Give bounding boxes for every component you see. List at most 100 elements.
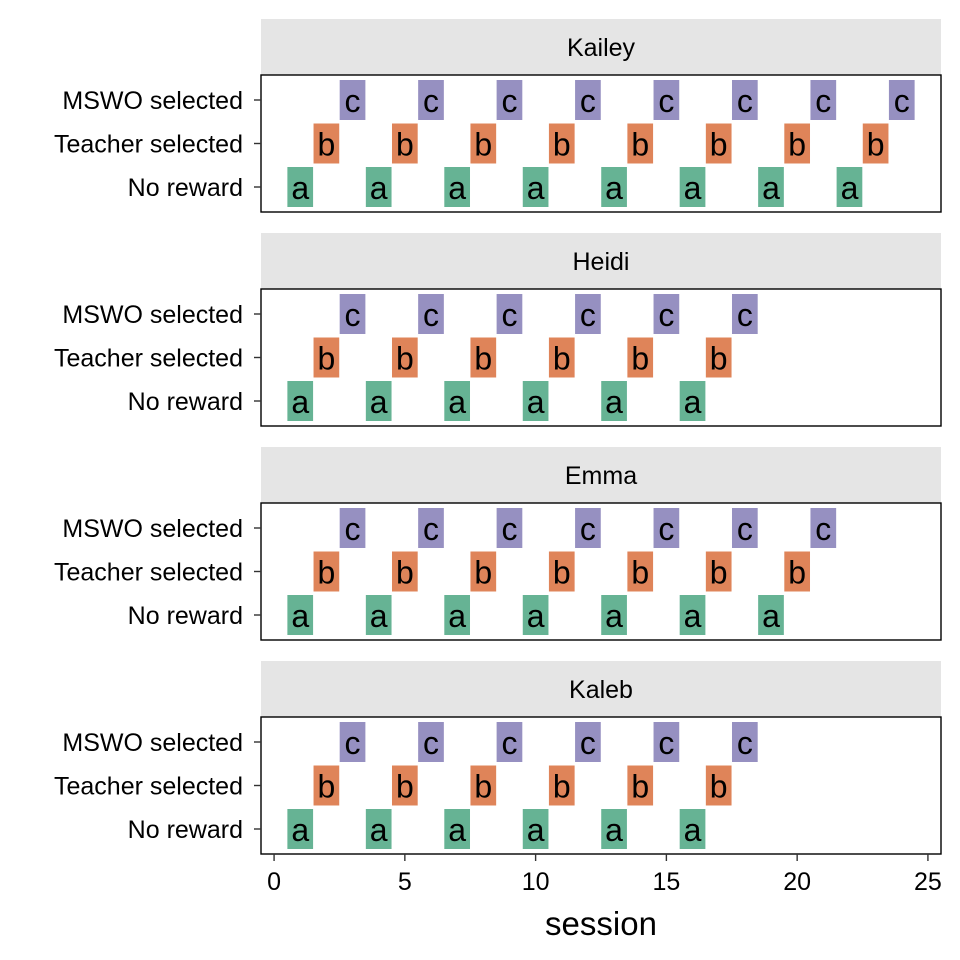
tile-letter: a: [370, 170, 388, 206]
tile-letter: a: [448, 384, 466, 420]
tile-letter: a: [370, 384, 388, 420]
tile-b: [470, 551, 497, 592]
tile-b: [548, 123, 575, 164]
tile-b: [548, 765, 575, 806]
tile-letter: a: [370, 812, 388, 848]
tile-c: [575, 508, 601, 548]
tile-a: [679, 809, 706, 849]
tile-a: [601, 809, 627, 849]
tile-letter: b: [631, 341, 649, 377]
tile-letter: b: [396, 127, 414, 163]
tile-letter: a: [605, 812, 623, 848]
tile-letter: b: [553, 769, 571, 805]
tile-b: [784, 551, 811, 592]
y-tick-label: Teacher selected: [54, 559, 243, 587]
tile-letter: a: [448, 598, 466, 634]
tile-letter: b: [710, 127, 728, 163]
tile-letter: b: [396, 769, 414, 805]
tile-letter: a: [527, 384, 545, 420]
tile-letter: a: [291, 170, 309, 206]
x-axis-title: session: [545, 905, 657, 942]
tile-a: [444, 809, 471, 849]
tile-a: [444, 167, 471, 207]
tile-b: [627, 551, 654, 592]
tile-a: [287, 809, 314, 849]
tile-c: [888, 80, 915, 120]
tile-a: [287, 167, 314, 207]
tile-b: [313, 551, 340, 592]
tile-letter: a: [448, 170, 466, 206]
tile-b: [548, 337, 575, 378]
tile-letter: b: [396, 555, 414, 591]
tile-c: [496, 80, 523, 120]
x-tick-label: 15: [652, 868, 680, 896]
facet-strip: [261, 233, 941, 289]
tile-a: [522, 381, 549, 421]
tile-letter: c: [580, 725, 596, 761]
tile-letter: c: [423, 83, 439, 119]
x-tick-label: 20: [783, 868, 811, 896]
tile-letter: a: [762, 598, 780, 634]
tile-c: [810, 508, 837, 548]
y-tick-label: No reward: [128, 816, 243, 844]
tile-b: [313, 765, 340, 806]
tile-b: [313, 123, 340, 164]
tile-c: [339, 80, 366, 120]
tile-letter: b: [474, 555, 492, 591]
tile-b: [784, 123, 811, 164]
y-tick-label: No reward: [128, 388, 243, 416]
tile-letter: c: [345, 511, 361, 547]
tile-c: [575, 722, 601, 762]
tile-letter: c: [580, 511, 596, 547]
tile-letter: a: [291, 812, 309, 848]
tile-a: [522, 595, 549, 635]
tile-letter: c: [345, 297, 361, 333]
tile-b: [627, 765, 654, 806]
tile-b: [705, 765, 732, 806]
tile-b: [862, 123, 889, 164]
tile-a: [365, 167, 392, 207]
tile-letter: a: [684, 812, 702, 848]
tile-letter: a: [684, 170, 702, 206]
tile-letter: c: [501, 511, 517, 547]
tile-letter: b: [317, 769, 335, 805]
tile-letter: b: [396, 341, 414, 377]
tile-c: [496, 294, 523, 334]
tile-letter: a: [527, 598, 545, 634]
tile-c: [418, 722, 444, 762]
tile-letter: b: [631, 555, 649, 591]
tile-b: [705, 123, 732, 164]
tile-letter: a: [605, 384, 623, 420]
facet-strip: [261, 661, 941, 717]
tile-letter: c: [894, 83, 910, 119]
tile-a: [444, 595, 471, 635]
tile-a: [365, 595, 392, 635]
tile-letter: a: [684, 598, 702, 634]
tile-c: [731, 722, 758, 762]
tile-letter: c: [815, 83, 831, 119]
tile-letter: a: [370, 598, 388, 634]
tile-letter: a: [841, 170, 859, 206]
tile-a: [758, 595, 784, 635]
tile-letter: a: [448, 812, 466, 848]
tile-letter: b: [553, 341, 571, 377]
tile-letter: c: [501, 725, 517, 761]
y-tick-label: No reward: [128, 602, 243, 630]
tile-b: [705, 337, 732, 378]
tile-b: [391, 551, 418, 592]
tile-a: [836, 167, 863, 207]
y-tick-label: MSWO selected: [62, 87, 243, 115]
tile-c: [418, 80, 444, 120]
tile-c: [339, 722, 366, 762]
tile-c: [496, 508, 523, 548]
tile-letter: b: [710, 769, 728, 805]
tile-letter: a: [605, 170, 623, 206]
x-tick-label: 25: [914, 868, 942, 896]
tile-letter: b: [631, 769, 649, 805]
tile-c: [418, 508, 444, 548]
tile-b: [548, 551, 575, 592]
tile-letter: c: [737, 511, 753, 547]
tile-letter: b: [553, 127, 571, 163]
tile-c: [731, 294, 758, 334]
tile-b: [470, 337, 497, 378]
